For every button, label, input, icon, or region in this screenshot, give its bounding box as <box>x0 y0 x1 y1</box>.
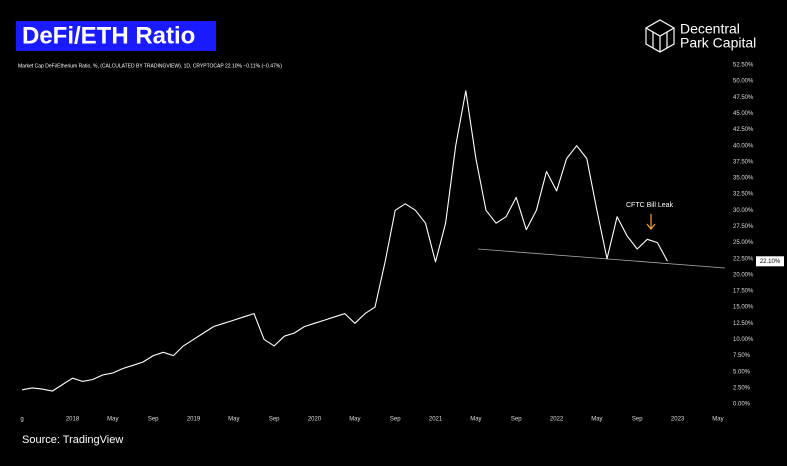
logo <box>645 19 675 53</box>
x-tick-label: May <box>107 417 118 423</box>
brand-line: Decentral <box>680 21 740 37</box>
y-tick-label: 32.50% <box>733 192 754 198</box>
y-tick-label: 17.50% <box>733 289 754 295</box>
y-tick-label: 37.50% <box>733 159 754 165</box>
y-tick-label: 2.50% <box>733 385 751 391</box>
support-line <box>477 248 726 269</box>
x-tick-label: 2018 <box>66 417 80 423</box>
y-tick-label: 20.00% <box>733 272 754 278</box>
y-tick-label: 7.50% <box>733 353 751 359</box>
y-tick-label: 42.50% <box>733 127 754 133</box>
x-tick-label: 2019 <box>187 417 201 423</box>
y-tick-label: 12.50% <box>733 321 754 327</box>
x-tick-label: Sep <box>269 417 280 423</box>
x-tick-label: Sep <box>390 417 401 423</box>
y-tick-label: 45.00% <box>733 111 754 117</box>
x-tick-label: 2023 <box>671 417 685 423</box>
x-tick-label: 2021 <box>429 417 443 423</box>
y-tick-label: 35.00% <box>733 176 754 182</box>
x-tick-label: May <box>591 417 602 423</box>
current-value-box <box>756 256 784 267</box>
current-value-label: 22.10% <box>760 259 781 265</box>
y-tick-label: 40.00% <box>733 143 754 149</box>
data-line <box>21 90 668 392</box>
x-tick-label: May <box>349 417 360 423</box>
x-tick-label: 2020 <box>308 417 322 423</box>
x-tick-label: May <box>470 417 481 423</box>
chart-title: DeFi/ETH Ratio <box>22 22 195 49</box>
y-tick-label: 52.50% <box>733 63 754 69</box>
y-tick-label: 27.50% <box>733 224 754 230</box>
y-tick-label: 25.00% <box>733 240 754 246</box>
brand-line: Park Capital <box>680 35 756 51</box>
y-tick-label: 47.50% <box>733 95 754 101</box>
y-tick-label: 50.00% <box>733 79 754 85</box>
y-tick-label: 10.00% <box>733 337 754 343</box>
x-tick-label: 2022 <box>550 417 564 423</box>
annotation-arrow <box>646 214 656 230</box>
x-tick-label: May <box>712 417 723 423</box>
source: Source: TradingView <box>22 434 123 446</box>
x-tick-label: May <box>228 417 239 423</box>
title-box <box>16 21 216 51</box>
y-tick-label: 30.00% <box>733 208 754 214</box>
x-tick-label: Sep <box>632 417 643 423</box>
x-tick-label: Sep <box>511 417 522 423</box>
chart-subtitle: Market Cap DeFi/Etherium Ratio, %, (CALC… <box>18 63 282 69</box>
y-tick-label: 22.50% <box>733 256 754 262</box>
x-tick-label: Sep <box>148 417 159 423</box>
y-tick-label: 5.00% <box>733 369 751 375</box>
y-tick-label: 15.00% <box>733 305 754 311</box>
y-tick-label: 0.00% <box>733 402 751 408</box>
annotation: CFTC Bill Leak <box>626 202 674 209</box>
x-tick-label: g <box>20 417 23 423</box>
